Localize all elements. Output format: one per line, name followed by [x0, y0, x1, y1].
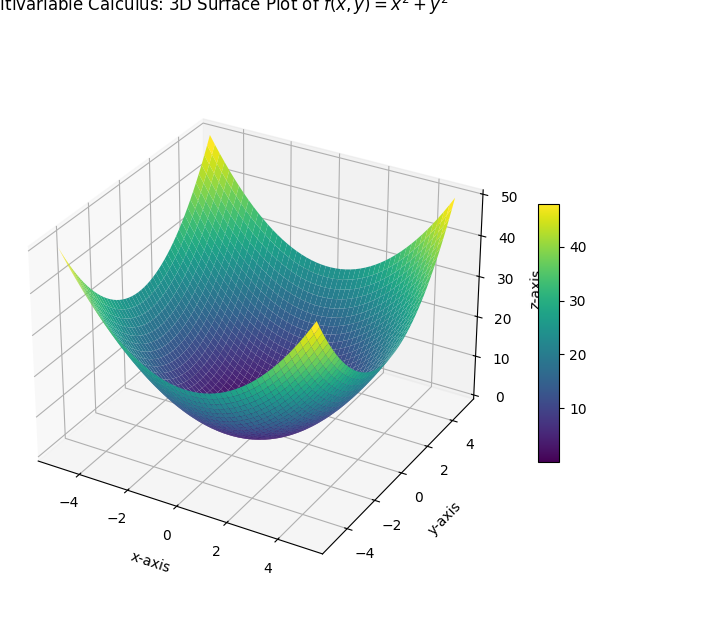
Y-axis label: y-axis: y-axis: [426, 499, 464, 537]
Text: Multivariable Calculus: 3D Surface Plot of $f(x, y) = x^2 + y^2$: Multivariable Calculus: 3D Surface Plot …: [0, 0, 448, 17]
X-axis label: x-axis: x-axis: [129, 550, 172, 576]
